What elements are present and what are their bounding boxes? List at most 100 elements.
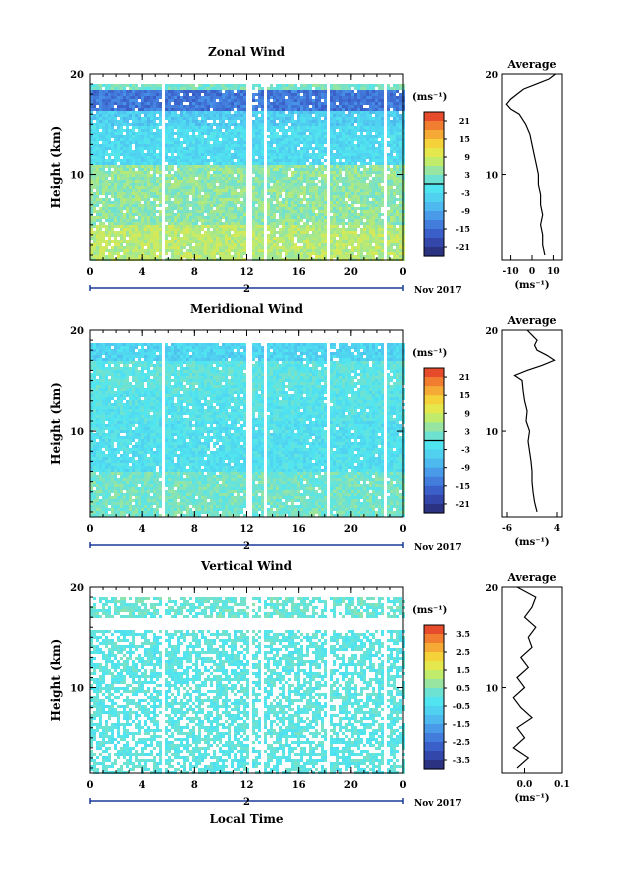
heatmap-cell	[240, 204, 243, 207]
heatmap-cell	[96, 144, 99, 147]
heatmap-cell	[258, 93, 261, 96]
heatmap-cell	[171, 117, 174, 120]
heatmap-cell	[252, 228, 255, 231]
heatmap-cell	[108, 183, 111, 186]
heatmap-cell	[108, 228, 111, 231]
heatmap-cell	[147, 102, 150, 105]
heatmap-cell	[90, 96, 93, 99]
heatmap-cell	[282, 87, 285, 90]
heatmap-cell	[324, 87, 327, 90]
heatmap-cell	[147, 186, 150, 189]
heatmap-cell	[258, 120, 261, 123]
heatmap-cell	[312, 207, 315, 210]
heatmap-cell	[276, 87, 279, 90]
heatmap-cell	[105, 153, 108, 156]
heatmap-cell	[186, 93, 189, 96]
heatmap-cell	[273, 114, 276, 117]
heatmap-cell	[252, 255, 255, 258]
heatmap-cell	[141, 84, 144, 87]
heatmap-cell	[93, 132, 96, 135]
heatmap-cell	[111, 135, 114, 138]
heatmap-cell	[207, 234, 210, 237]
heatmap-cell	[240, 171, 243, 174]
heatmap-cell	[105, 99, 108, 102]
heatmap-cell	[186, 216, 189, 219]
heatmap-cell	[351, 129, 354, 132]
heatmap-cell	[96, 156, 99, 159]
heatmap-cell	[165, 195, 168, 198]
heatmap-cell	[333, 174, 336, 177]
heatmap-cell	[279, 204, 282, 207]
heatmap-cell	[186, 219, 189, 222]
heatmap-cell	[252, 93, 255, 96]
heatmap-cell	[114, 189, 117, 192]
heatmap-cell	[360, 105, 363, 108]
heatmap-cell	[270, 144, 273, 147]
heatmap-cell	[306, 213, 309, 216]
heatmap-cell	[333, 192, 336, 195]
heatmap-cell	[135, 84, 138, 87]
heatmap-cell	[165, 105, 168, 108]
heatmap-cell	[333, 219, 336, 222]
heatmap-cell	[360, 243, 363, 246]
heatmap-cell	[369, 108, 372, 111]
heatmap-cell	[225, 105, 228, 108]
heatmap-cell	[180, 237, 183, 240]
heatmap-cell	[207, 219, 210, 222]
heatmap-cell	[240, 180, 243, 183]
heatmap-cell	[351, 225, 354, 228]
heatmap-cell	[354, 126, 357, 129]
heatmap-cell	[336, 243, 339, 246]
heatmap-cell	[354, 174, 357, 177]
heatmap-cell	[369, 144, 372, 147]
heatmap-cell	[105, 129, 108, 132]
heatmap-cell	[195, 249, 198, 252]
heatmap-cell	[129, 240, 132, 243]
heatmap-cell	[288, 126, 291, 129]
heatmap-cell	[339, 189, 342, 192]
heatmap-cell	[186, 141, 189, 144]
heatmap-cell	[351, 150, 354, 153]
heatmap-cell	[303, 153, 306, 156]
heatmap-cell	[273, 120, 276, 123]
heatmap-cell	[273, 93, 276, 96]
heatmap-cell	[165, 225, 168, 228]
heatmap-cell	[258, 138, 261, 141]
heatmap-cell	[138, 231, 141, 234]
heatmap-cell	[240, 183, 243, 186]
heatmap-cell	[297, 93, 300, 96]
heatmap-cell	[210, 189, 213, 192]
heatmap-cell	[309, 123, 312, 126]
heatmap-cell	[120, 174, 123, 177]
heatmap-cell	[147, 192, 150, 195]
heatmap-cell	[324, 123, 327, 126]
heatmap-cell	[117, 216, 120, 219]
heatmap-cell	[93, 180, 96, 183]
heatmap-cell	[330, 87, 333, 90]
heatmap-cell	[141, 249, 144, 252]
heatmap-cell	[135, 231, 138, 234]
heatmap-cell	[345, 210, 348, 213]
heatmap-cell	[210, 123, 213, 126]
heatmap-cell	[336, 147, 339, 150]
heatmap-cell	[111, 249, 114, 252]
heatmap-cell	[222, 237, 225, 240]
heatmap-cell	[105, 171, 108, 174]
heatmap-cell	[300, 255, 303, 258]
heatmap-cell	[321, 120, 324, 123]
heatmap-cell	[267, 240, 270, 243]
heatmap-cell	[102, 105, 105, 108]
heatmap-cell	[285, 189, 288, 192]
heatmap-cell	[102, 198, 105, 201]
heatmap-cell	[330, 252, 333, 255]
heatmap-cell	[261, 123, 264, 126]
heatmap-cell	[321, 144, 324, 147]
heatmap-cell	[120, 213, 123, 216]
heatmap-cell	[330, 168, 333, 171]
heatmap-cell	[195, 183, 198, 186]
heatmap-cell	[294, 102, 297, 105]
heatmap-cell	[267, 159, 270, 162]
heatmap-cell	[174, 219, 177, 222]
heatmap-cell	[114, 120, 117, 123]
heatmap-cell	[120, 144, 123, 147]
